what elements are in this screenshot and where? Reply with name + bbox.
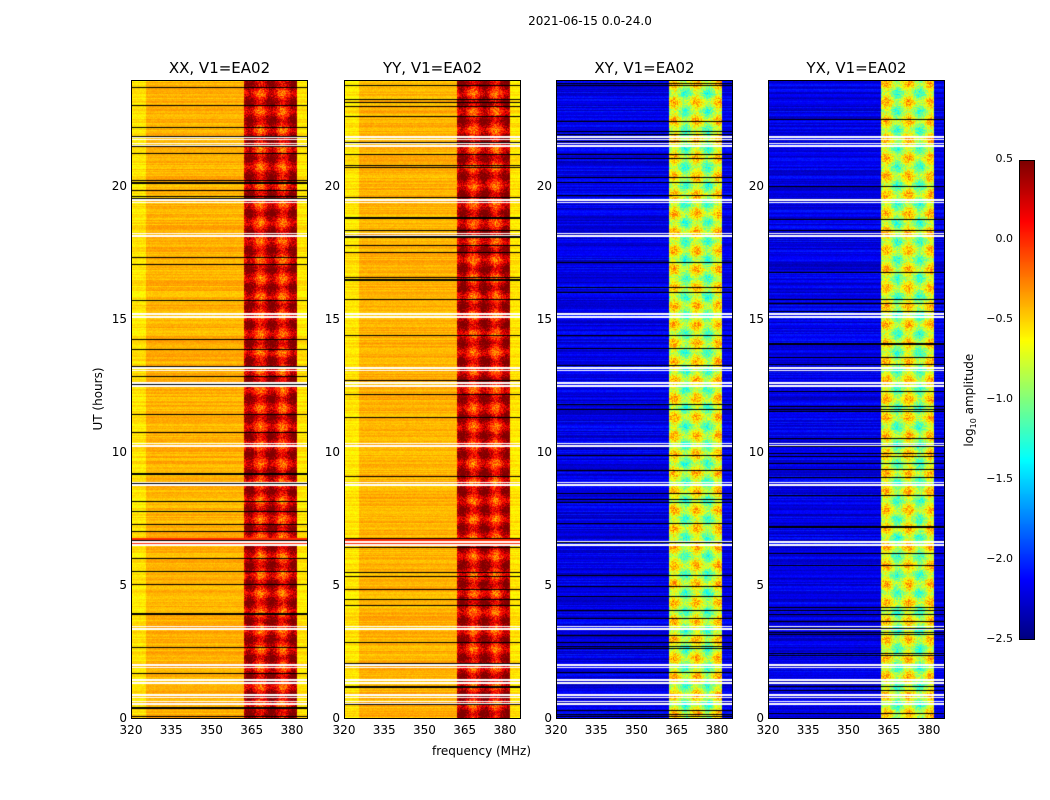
colorbar bbox=[1019, 160, 1035, 640]
colorbar-tick-label: −0.5 bbox=[986, 312, 1013, 325]
panel-title: XX, V1=EA02 bbox=[168, 59, 271, 77]
x-tick-label: 320 bbox=[119, 723, 143, 737]
y-tick-label: 0 bbox=[756, 711, 764, 725]
heatmap-cells bbox=[557, 81, 732, 718]
colorbar-tick-label: −2.0 bbox=[986, 552, 1013, 565]
panel-title: XY, V1=EA02 bbox=[594, 59, 695, 77]
x-tick-label: 365 bbox=[665, 723, 689, 737]
x-tick-label: 335 bbox=[372, 723, 396, 737]
y-tick-label: 20 bbox=[536, 178, 552, 193]
panel-title: YY, V1=EA02 bbox=[382, 59, 483, 77]
x-tick-label: 350 bbox=[200, 723, 223, 737]
x-tick-label: 335 bbox=[584, 723, 608, 737]
heatmap-cells bbox=[345, 81, 520, 718]
y-tick-label: 15 bbox=[324, 311, 340, 326]
y-tick-label: 10 bbox=[748, 444, 764, 459]
y-tick-label: 20 bbox=[324, 178, 340, 193]
colorbar-label: log10 amplitude bbox=[961, 353, 979, 447]
heatmap-panel-2 bbox=[556, 80, 733, 719]
panel-title: YX, V1=EA02 bbox=[806, 59, 907, 77]
heatmap-panel-0 bbox=[131, 80, 308, 719]
x-tick-label: 335 bbox=[159, 723, 183, 737]
y-tick-label: 10 bbox=[111, 444, 127, 459]
y-axis-label: UT (hours) bbox=[91, 367, 105, 431]
x-tick-label: 380 bbox=[493, 723, 517, 737]
y-tick-label: 5 bbox=[544, 577, 552, 592]
x-tick-label: 320 bbox=[332, 723, 356, 737]
x-tick-label: 380 bbox=[705, 723, 729, 737]
x-tick-label: 350 bbox=[625, 723, 648, 737]
y-tick-label: 10 bbox=[536, 444, 552, 459]
x-tick-label: 320 bbox=[756, 723, 780, 737]
x-tick-label: 365 bbox=[453, 723, 477, 737]
y-tick-label: 20 bbox=[111, 178, 127, 193]
x-tick-label: 335 bbox=[796, 723, 820, 737]
heatmap-cells bbox=[132, 81, 307, 718]
figure-title: 2021-06-15 0.0-24.0 bbox=[528, 14, 652, 28]
y-tick-label: 15 bbox=[536, 311, 552, 326]
heatmap-panel-3 bbox=[768, 80, 945, 719]
y-tick-label: 15 bbox=[748, 311, 764, 326]
y-tick-label: 10 bbox=[324, 444, 340, 459]
colorbar-tick-label: −1.5 bbox=[986, 472, 1013, 485]
x-tick-label: 380 bbox=[917, 723, 941, 737]
colorbar-tick-label: −1.0 bbox=[986, 392, 1013, 405]
colorbar-tick-label: 0.5 bbox=[995, 152, 1014, 165]
y-tick-label: 0 bbox=[332, 711, 340, 725]
heatmap-cells bbox=[769, 81, 944, 718]
colorbar-tick-label: 0.0 bbox=[995, 232, 1014, 245]
x-tick-label: 365 bbox=[240, 723, 264, 737]
y-tick-label: 0 bbox=[119, 711, 127, 725]
y-tick-label: 5 bbox=[756, 577, 764, 592]
x-tick-label: 320 bbox=[544, 723, 568, 737]
x-tick-label: 350 bbox=[837, 723, 860, 737]
y-tick-label: 5 bbox=[332, 577, 340, 592]
x-tick-label: 365 bbox=[877, 723, 901, 737]
colorbar-tick-label: −2.5 bbox=[986, 632, 1013, 645]
y-tick-label: 15 bbox=[111, 311, 127, 326]
x-tick-label: 350 bbox=[413, 723, 436, 737]
heatmap-panel-1 bbox=[344, 80, 521, 719]
x-tick-label: 380 bbox=[280, 723, 304, 737]
x-axis-label: frequency (MHz) bbox=[432, 744, 532, 758]
y-tick-label: 20 bbox=[748, 178, 764, 193]
y-tick-label: 0 bbox=[544, 711, 552, 725]
y-tick-label: 5 bbox=[119, 577, 127, 592]
